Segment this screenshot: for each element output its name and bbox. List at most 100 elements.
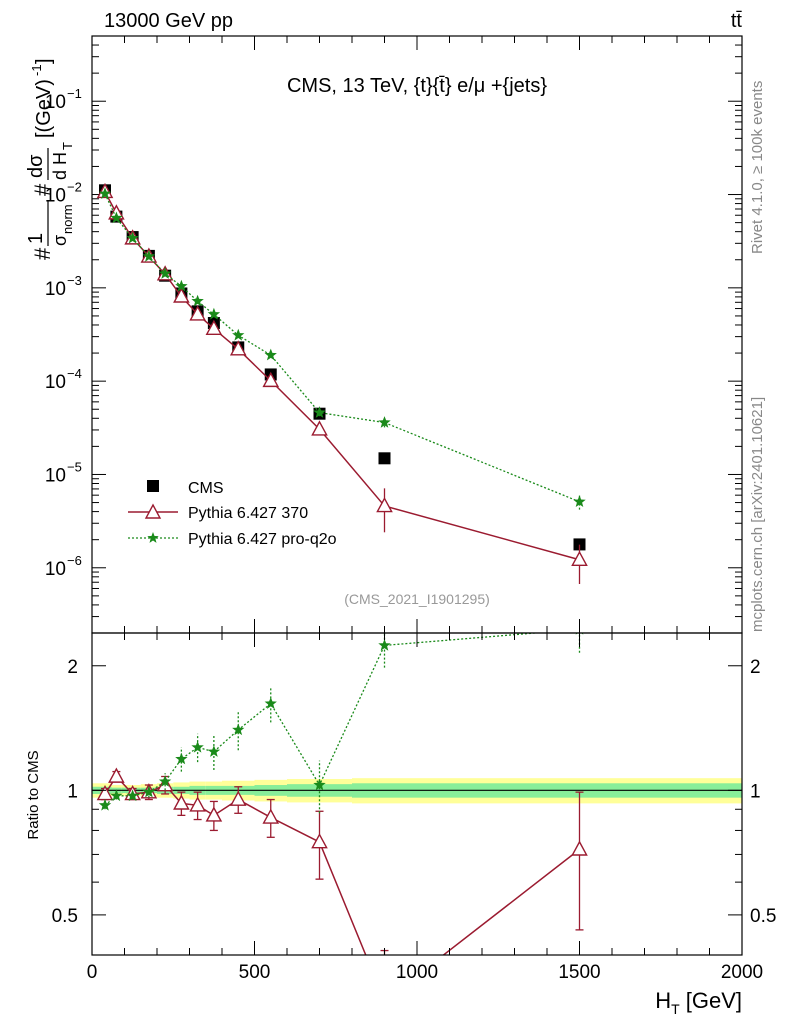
data-point-pythia-q2o <box>378 416 391 428</box>
ratio-plot-area <box>92 633 742 1006</box>
header-right-label: tt̄ <box>731 10 743 32</box>
svg-text:-1: -1 <box>29 64 44 76</box>
main-y-tick-label: 10 <box>45 372 66 393</box>
data-point-pythia-370 <box>571 550 588 567</box>
data-point-pythia-q2o <box>313 406 326 418</box>
ratio-point-pythia-q2o <box>378 638 391 651</box>
legend-label-pythia-370: Pythia 6.427 370 <box>188 505 308 522</box>
x-tick-label: 0 <box>87 962 98 983</box>
ratio-y-tick-label-left: 2 <box>67 657 78 678</box>
main-y-tick-exponent: −6 <box>67 553 82 568</box>
main-panel: 10−110−210−310−410−510−6 CMS, 13 TeV, {t… <box>25 35 743 634</box>
main-y-tick-label: 10 <box>45 279 66 300</box>
ratio-point-pythia-q2o <box>207 745 221 757</box>
series-line-1 <box>104 191 580 561</box>
ratio-point-pythia-370 <box>571 840 588 856</box>
rivet-version-label: Rivet 4.1.0, ≥ 100k events <box>749 81 766 254</box>
x-tick-label: 2000 <box>721 962 763 983</box>
ratio-point-pythia-370 <box>229 790 247 806</box>
ratio-frame <box>91 632 743 956</box>
analysis-id-label: (CMS_2021_I1901295) <box>344 591 490 607</box>
data-point-pythia-370 <box>173 287 190 303</box>
svg-text:#: # <box>30 247 55 260</box>
svg-text:T: T <box>60 142 75 150</box>
ratio-y-tick-label-right: 0.5 <box>750 906 776 927</box>
data-point-pythia-q2o <box>158 267 172 279</box>
ratio-panel: 0 500 1000 1500 2000 0.5 0.5 1 1 2 2 Ratio to CMS <box>25 632 776 1006</box>
data-point-pythia-q2o <box>573 495 586 507</box>
data-point-pythia-q2o <box>110 211 123 224</box>
svg-text:dσ: dσ <box>25 154 47 178</box>
data-point-pythia-370 <box>205 319 223 336</box>
ratio-point-pythia-370 <box>377 993 391 1006</box>
mcplots-label: mcplots.cern.ch [arXiv:2401.10621] <box>749 397 766 632</box>
x-tick-label: 1000 <box>396 962 438 983</box>
svg-text:σ: σ <box>50 235 70 246</box>
data-point-pythia-q2o <box>232 328 245 341</box>
ratio-point-pythia-370 <box>205 806 223 822</box>
svg-text:#: # <box>30 183 55 196</box>
ratio-y-tick-label-left: 1 <box>67 781 78 802</box>
main-y-tick-label: 10 <box>45 186 66 207</box>
legend-label-cms: CMS <box>188 480 224 497</box>
ratio-point-pythia-q2o <box>126 789 139 802</box>
ratio-point-pythia-q2o <box>110 789 123 802</box>
ratio-point-pythia-q2o <box>158 775 172 787</box>
main-y-tick-exponent: −4 <box>67 366 82 381</box>
ratio-point-pythia-370 <box>311 833 328 849</box>
header-left-label: 13000 GeV pp <box>104 10 233 32</box>
legend: CMS Pythia 6.427 370 Pythia 6.427 pro-q2… <box>128 480 337 548</box>
main-title: CMS, 13 TeV, {t}{t̄} e/μ +{jets} <box>287 75 547 97</box>
ratio-y-axis-title: Ratio to CMS <box>25 750 42 839</box>
legend-marker-pythia-370 <box>144 503 162 519</box>
ratio-series-line-0 <box>104 775 580 955</box>
svg-text:norm: norm <box>60 204 75 234</box>
ratio-y-tick-label-right: 2 <box>750 657 761 678</box>
main-y-tick-exponent: −3 <box>67 273 82 288</box>
main-y-tick-label: 10 <box>45 92 66 113</box>
svg-text:d H: d H <box>50 152 70 180</box>
data-point-cms <box>573 538 586 551</box>
legend-marker-pythia-q2o <box>147 532 159 543</box>
ratio-point-pythia-q2o <box>191 740 204 753</box>
ratio-point-pythia-q2o <box>264 697 277 709</box>
svg-text:]: ] <box>33 58 55 64</box>
ratio-point-pythia-q2o <box>313 778 326 791</box>
data-point-pythia-q2o <box>207 307 221 320</box>
ratio-point-pythia-370 <box>108 767 125 783</box>
data-point-pythia-370 <box>229 340 247 356</box>
data-point-pythia-370 <box>311 420 328 436</box>
ratio-point-pythia-q2o <box>98 798 112 811</box>
ratio-y-tick-label-right: 1 <box>750 781 761 802</box>
legend-label-pythia-q2o: Pythia 6.427 pro-q2o <box>188 531 337 548</box>
legend-marker-cms <box>147 480 159 492</box>
x-tick-label: 500 <box>239 962 271 983</box>
data-point-pythia-370 <box>189 305 206 321</box>
svg-text:HT [GeV]: HT [GeV] <box>655 988 742 1017</box>
main-y-tick-exponent: −1 <box>67 86 82 101</box>
main-y-tick-exponent: −5 <box>67 459 82 474</box>
ratio-y-tick-label-left: 0.5 <box>52 906 78 927</box>
data-point-pythia-370 <box>376 496 393 513</box>
x-tick-label: 1500 <box>558 962 600 983</box>
data-point-pythia-q2o <box>98 187 112 199</box>
svg-text:[(GeV): [(GeV) <box>33 79 55 138</box>
data-point-pythia-370 <box>262 371 280 388</box>
data-point-pythia-q2o <box>126 231 139 244</box>
ratio-point-pythia-q2o <box>142 785 156 798</box>
svg-text:1: 1 <box>25 233 47 244</box>
ratio-plot-layer: 0 500 1000 1500 2000 0.5 0.5 1 1 2 2 <box>52 633 776 1006</box>
data-point-pythia-q2o <box>175 279 188 292</box>
ratio-point-pythia-370 <box>262 808 280 824</box>
ratio-point-pythia-370 <box>189 796 206 812</box>
data-point-cms <box>378 452 391 465</box>
main-y-tick-label: 10 <box>45 465 66 486</box>
data-point-pythia-q2o <box>264 348 277 361</box>
ratio-point-pythia-q2o <box>232 723 245 736</box>
x-axis-title: HT [GeV] <box>655 988 742 1017</box>
ratio-point-pythia-370 <box>173 794 190 810</box>
data-point-pythia-q2o <box>191 294 204 307</box>
main-y-tick-exponent: −2 <box>67 180 82 195</box>
ratio-point-pythia-q2o <box>175 752 188 765</box>
